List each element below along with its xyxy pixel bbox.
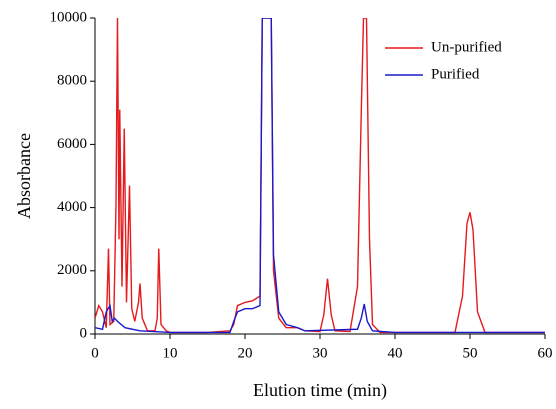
x-tick-label: 60 [538, 345, 553, 361]
y-tick-label: 8000 [57, 73, 87, 89]
x-tick-label: 10 [163, 345, 178, 361]
plot-area [95, 18, 545, 334]
y-axis-title: Absorbance [14, 133, 34, 219]
x-tick-label: 0 [91, 345, 99, 361]
y-tick-label: 0 [80, 325, 88, 341]
data-line [95, 18, 545, 334]
y-tick-label: 6000 [57, 136, 87, 152]
y-tick-label: 2000 [57, 262, 87, 278]
y-tick-label: 4000 [57, 199, 87, 215]
x-tick-label: 50 [463, 345, 478, 361]
x-tick-label: 40 [388, 345, 403, 361]
legend-label: Purified [431, 66, 480, 82]
data-line [95, 18, 545, 334]
y-tick-label: 10000 [50, 9, 88, 25]
x-tick-label: 30 [313, 345, 328, 361]
x-axis-title: Elution time (min) [253, 380, 387, 401]
legend-label: Un-purified [431, 39, 502, 55]
x-tick-label: 20 [238, 345, 253, 361]
